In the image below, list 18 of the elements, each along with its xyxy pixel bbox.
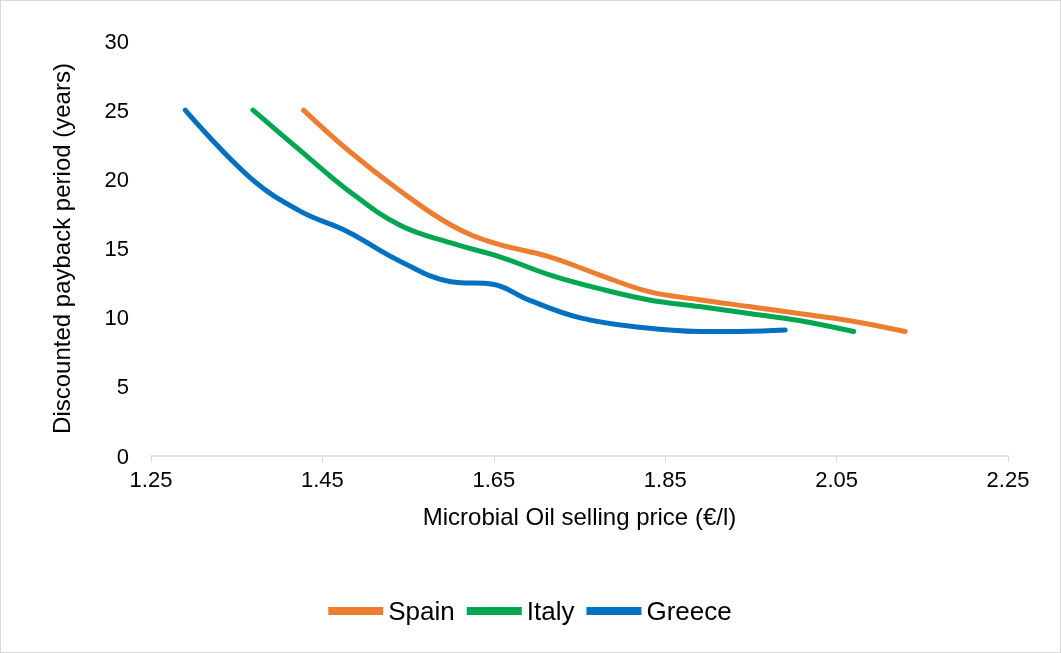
x-tick-label: 1.65 bbox=[472, 466, 516, 492]
x-tick-label: 1.25 bbox=[129, 466, 173, 492]
x-tick-label: 2.25 bbox=[986, 466, 1030, 492]
legend-label: Greece bbox=[646, 596, 732, 626]
y-tick-label: 15 bbox=[104, 236, 129, 261]
y-tick-label: 25 bbox=[104, 97, 129, 123]
x-tick-label: 1.85 bbox=[643, 466, 687, 492]
legend-label: Italy bbox=[526, 596, 575, 626]
x-tick-label: 1.45 bbox=[300, 466, 344, 492]
y-tick-label: 30 bbox=[104, 28, 129, 54]
legend-label: Spain bbox=[388, 596, 455, 626]
x-tick-label: 2.05 bbox=[815, 466, 859, 492]
y-axis-title: Discounted payback period (years) bbox=[47, 63, 75, 434]
y-tick-label: 0 bbox=[116, 443, 129, 469]
x-axis-title: Microbial Oil selling price (€/l) bbox=[422, 502, 737, 530]
y-tick-label: 20 bbox=[104, 166, 129, 192]
y-tick-label: 10 bbox=[104, 305, 129, 331]
y-tick-label: 5 bbox=[116, 374, 129, 400]
